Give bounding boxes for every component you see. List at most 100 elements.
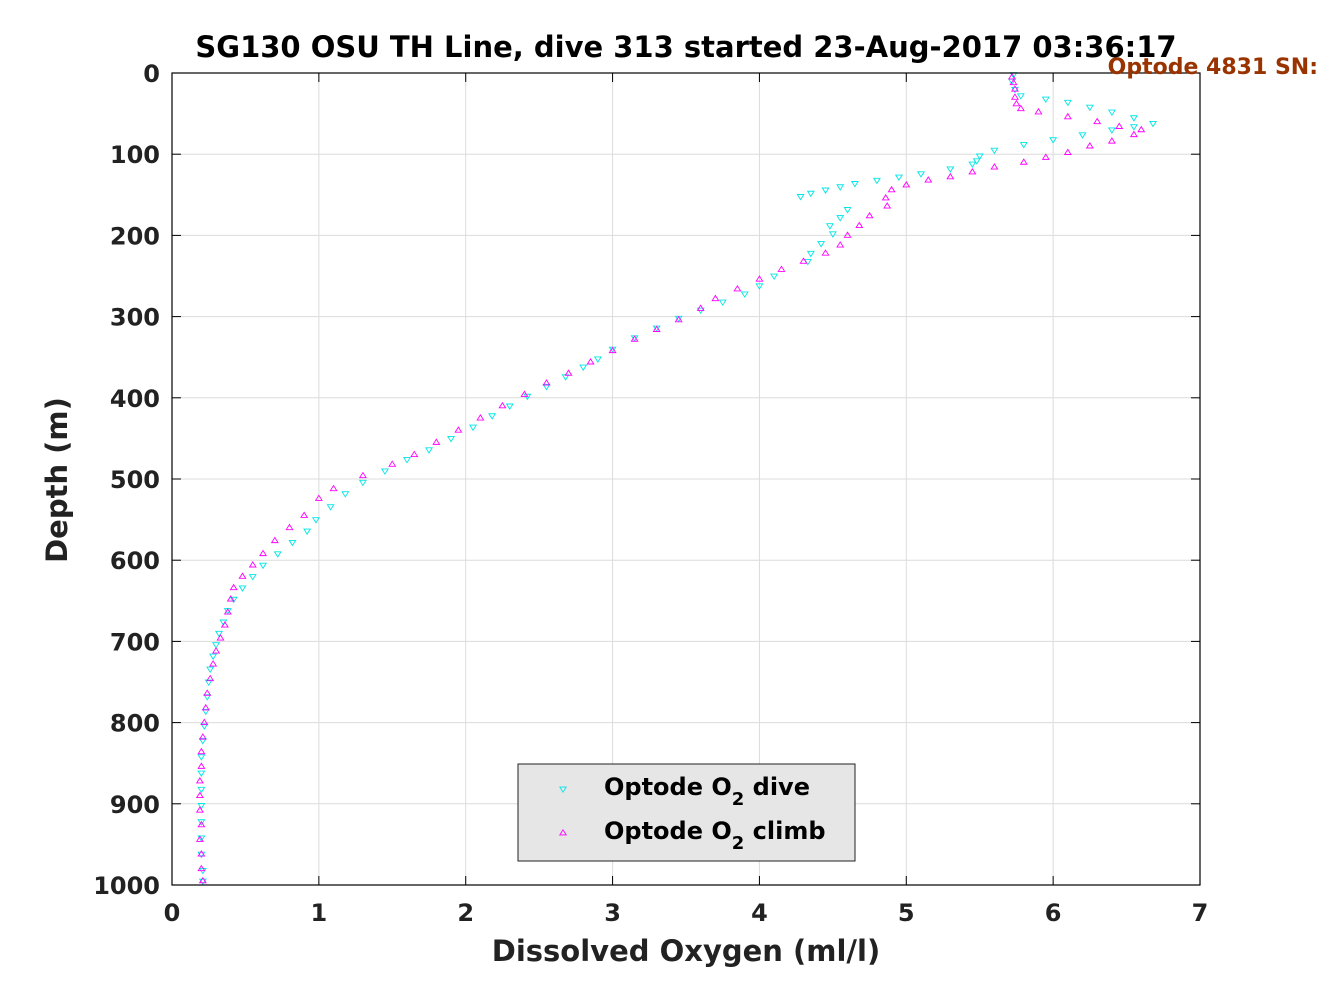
dive-point: [303, 528, 312, 536]
climb-point: [652, 325, 661, 332]
climb-point: [674, 315, 683, 323]
climb-point: [223, 608, 232, 615]
climb-point: [630, 335, 639, 342]
climb-point: [198, 876, 207, 884]
dive-point: [836, 215, 845, 222]
climb-point: [195, 791, 204, 799]
climb-point: [865, 211, 874, 219]
dive-point: [341, 491, 350, 498]
dive-point: [946, 166, 955, 173]
dive-point: [424, 447, 434, 454]
legend-label-prefix: Optode O: [604, 817, 732, 845]
data-points: [195, 72, 1158, 885]
climb-point: [212, 647, 221, 654]
climb-point: [388, 460, 397, 467]
climb-point: [881, 193, 890, 201]
dive-point: [402, 457, 411, 464]
dive-point: [1019, 142, 1028, 149]
dive-point: [197, 754, 206, 761]
dive-point: [579, 364, 588, 371]
climb-point: [836, 241, 845, 248]
y-tick-label: 600: [110, 547, 160, 575]
dive-point: [817, 241, 826, 248]
y-tick-label: 300: [110, 304, 160, 332]
x-axis-label: Dissolved Oxygen (ml/l): [492, 934, 880, 968]
dive-point: [1078, 132, 1087, 139]
climb-point: [968, 168, 977, 175]
climb-point: [201, 703, 210, 711]
dive-point: [1016, 93, 1025, 100]
dive-point: [718, 299, 727, 307]
dive-point: [755, 283, 764, 290]
dive-point: [968, 161, 977, 168]
dive-point: [200, 723, 209, 730]
y-axis-label: Depth (m): [40, 397, 74, 563]
climb-point: [198, 733, 207, 740]
legend-marker-dive: [558, 786, 568, 794]
legend-marker-climb: [558, 828, 568, 836]
dive-point: [836, 184, 845, 191]
dive-point: [197, 786, 206, 794]
dive-point: [201, 708, 210, 716]
climb-point: [454, 426, 463, 433]
climb-point: [248, 561, 257, 568]
climb-point: [990, 163, 999, 170]
dive-point: [806, 250, 815, 258]
y-tick-label: 800: [110, 710, 160, 738]
climb-point: [195, 806, 204, 813]
climb-point: [197, 850, 206, 857]
dive-point: [972, 158, 981, 165]
climb-point: [821, 249, 830, 256]
dive-point: [843, 207, 852, 214]
climb-point: [197, 762, 206, 769]
dive-point: [1107, 127, 1116, 134]
dive-point: [740, 291, 749, 298]
x-tick-label: 3: [604, 899, 621, 927]
x-tick-label: 1: [311, 899, 328, 927]
climb-point: [1129, 130, 1138, 138]
climb-point: [608, 346, 617, 354]
dive-point: [469, 424, 478, 432]
dive-point: [488, 413, 497, 420]
climb-point: [1034, 107, 1043, 115]
dive-point: [796, 194, 805, 201]
climb-point: [300, 511, 309, 518]
climb-point: [195, 835, 204, 842]
dive-point: [1129, 124, 1138, 131]
climb-point: [586, 358, 595, 365]
legend-label-suffix: climb: [744, 817, 825, 845]
dive-point: [821, 187, 830, 194]
dive-point: [1049, 137, 1058, 144]
dive-point: [1041, 96, 1050, 104]
legend-label-climb: Optode O2 climb: [604, 817, 826, 854]
climb-point: [197, 864, 206, 872]
climb-point: [1085, 142, 1094, 149]
climb-point: [195, 777, 204, 784]
dive-point: [1010, 86, 1019, 94]
dive-point: [894, 174, 903, 181]
climb-point: [197, 820, 206, 828]
dive-point: [198, 878, 207, 885]
climb-point: [410, 450, 419, 458]
climb-point: [206, 674, 215, 682]
x-tick-label: 7: [1192, 899, 1209, 927]
dive-point: [990, 147, 999, 155]
dive-point: [1085, 104, 1094, 112]
climb-point: [358, 471, 367, 479]
climb-point: [498, 401, 507, 409]
dive-point: [1107, 109, 1116, 117]
climb-point: [1012, 99, 1021, 107]
climb-point: [216, 634, 225, 641]
climb-point: [1009, 78, 1018, 86]
climb-point: [1010, 85, 1019, 92]
y-tick-label: 200: [110, 222, 160, 250]
dive-point: [1063, 99, 1072, 107]
climb-point: [329, 484, 338, 492]
climb-point: [1041, 153, 1050, 160]
dive-point: [206, 666, 215, 674]
climb-point: [1107, 137, 1116, 144]
legend-label-subscript: 2: [732, 789, 745, 810]
climb-point: [887, 185, 896, 193]
dive-point: [828, 231, 837, 238]
dive-point: [197, 803, 206, 810]
